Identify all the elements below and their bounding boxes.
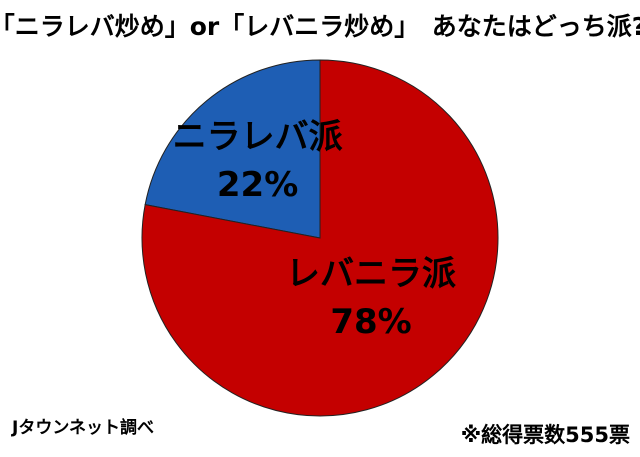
value-label: 22% [217, 165, 298, 205]
slice-label: ニラレバ派 [173, 117, 343, 157]
chart-title: 「ニラレバ炒め」or「レバニラ炒め」 あなたはどっち派? [0, 12, 640, 41]
pie-slice [141, 59, 499, 417]
pie-slice [144, 59, 321, 239]
source: Jタウンネット調べ [11, 417, 154, 438]
note: ※総得票数555票 [461, 423, 630, 447]
slice-label: レバニラ派 [286, 254, 456, 294]
value-label: 78% [330, 302, 411, 342]
pie: ニラレバ派 22% レバニラ派 78% [141, 59, 499, 417]
